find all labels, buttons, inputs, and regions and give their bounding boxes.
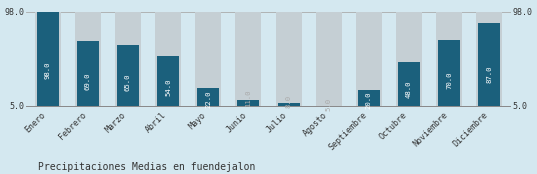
- Text: 69.0: 69.0: [85, 72, 91, 90]
- Bar: [195, 12, 221, 106]
- Bar: [197, 88, 219, 106]
- Text: 20.0: 20.0: [366, 91, 372, 109]
- Text: 70.0: 70.0: [446, 72, 452, 89]
- Text: 5.0: 5.0: [326, 97, 332, 111]
- Bar: [278, 102, 300, 106]
- Bar: [356, 12, 382, 106]
- Text: 98.0: 98.0: [45, 61, 50, 79]
- Text: 65.0: 65.0: [125, 74, 131, 91]
- Bar: [75, 12, 101, 106]
- Bar: [34, 12, 61, 106]
- Bar: [396, 12, 422, 106]
- Bar: [398, 62, 420, 106]
- Bar: [235, 12, 262, 106]
- Bar: [275, 12, 302, 106]
- Text: 11.0: 11.0: [245, 89, 251, 107]
- Text: 54.0: 54.0: [165, 78, 171, 96]
- Bar: [117, 45, 139, 106]
- Bar: [77, 41, 99, 106]
- Text: 22.0: 22.0: [205, 90, 211, 108]
- Bar: [237, 100, 259, 106]
- Bar: [157, 56, 179, 106]
- Bar: [115, 12, 141, 106]
- Bar: [478, 23, 500, 106]
- Bar: [436, 12, 462, 106]
- Text: Precipitaciones Medias en fuendejalon: Precipitaciones Medias en fuendejalon: [38, 162, 255, 172]
- Bar: [316, 12, 342, 106]
- Text: 87.0: 87.0: [487, 65, 492, 83]
- Bar: [37, 12, 59, 106]
- Bar: [438, 40, 460, 106]
- Text: 48.0: 48.0: [406, 80, 412, 98]
- Text: 8.0: 8.0: [286, 94, 292, 108]
- Bar: [155, 12, 181, 106]
- Bar: [358, 90, 380, 106]
- Bar: [476, 12, 503, 106]
